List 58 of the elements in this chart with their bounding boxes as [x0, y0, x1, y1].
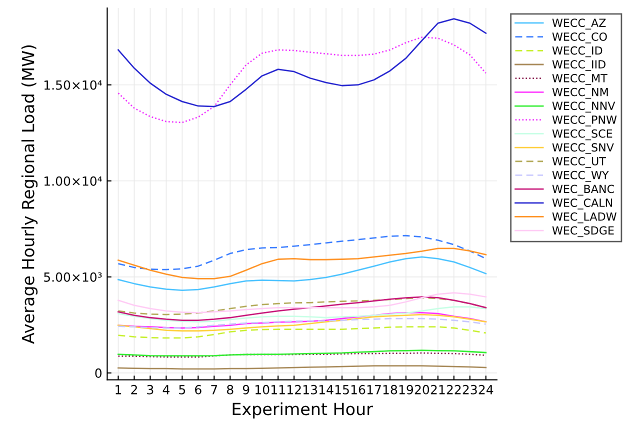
- x-tick-label: 11: [272, 385, 285, 394]
- x-tick-label: 13: [303, 384, 318, 394]
- x-tick-label: 22: [446, 384, 461, 394]
- line-series: [118, 292, 487, 314]
- x-tick-label: 6: [195, 384, 202, 394]
- x-tick-label: 4: [162, 385, 170, 394]
- line-series: [118, 18, 487, 108]
- line-series: [118, 248, 487, 280]
- line-series: [118, 296, 487, 322]
- x-tick-label: 8: [227, 384, 234, 394]
- x-axis-title: Experiment Hour: [232, 402, 373, 418]
- legend-label: WEC_CALN: [552, 198, 612, 210]
- x-tick-label: 15: [335, 385, 349, 394]
- x-tick-label: 18: [383, 384, 398, 394]
- x-tick-label: 24: [478, 384, 494, 394]
- legend-label: WEC_LADW: [552, 212, 616, 224]
- x-tick-label: 7: [211, 385, 218, 394]
- legend-label: WEC_SDGE: [552, 226, 614, 238]
- x-tick-label: 1: [116, 385, 122, 394]
- legend-label: WECC_NM: [552, 88, 608, 99]
- y-tick-label: 1.00×10⁴: [44, 176, 102, 186]
- line-series: [118, 326, 487, 339]
- legend-label: WECC_PNW: [552, 116, 617, 126]
- y-tick-label: 1.50×10⁴: [44, 80, 102, 90]
- legend-label: WECC_NNV: [552, 102, 616, 113]
- x-tick-label: 16: [351, 384, 366, 394]
- x-tick-label: 3: [147, 384, 154, 394]
- x-tick-label: 12: [287, 384, 301, 394]
- line-series: [118, 234, 487, 270]
- x-tick-label: 21: [430, 384, 445, 394]
- legend-label: WECC_SCE: [552, 129, 612, 140]
- line-series: [118, 314, 487, 332]
- legend-label: WECC_IID: [552, 60, 606, 72]
- x-tick-label: 17: [367, 385, 381, 394]
- line-series: [118, 36, 487, 124]
- legend-label: WECC_CO: [552, 32, 607, 44]
- line-series: [118, 318, 487, 329]
- line-series: [118, 312, 487, 329]
- x-tick-label: 9: [242, 384, 250, 394]
- y-axis-title: Average Hourly Regional Load (MW): [21, 45, 38, 344]
- y-tick-label: 0: [95, 368, 102, 378]
- legend-label: WECC_UT: [552, 157, 606, 168]
- x-tick-label: 14: [319, 385, 334, 394]
- legend-label: WECC_SNV: [552, 143, 614, 154]
- line-series: [118, 256, 487, 292]
- x-tick-label: 2: [131, 384, 137, 394]
- x-tick-label: 20: [414, 384, 430, 394]
- line-series: [118, 306, 487, 323]
- x-tick-label: 23: [462, 384, 477, 394]
- legend-label: WECC_WY: [552, 170, 609, 182]
- x-tick-label: 5: [179, 385, 186, 394]
- legend-label: WECC_ID: [552, 46, 602, 58]
- legend-label: WEC_BANC: [552, 184, 614, 196]
- legend-label: WECC_MT: [552, 74, 608, 85]
- y-tick-label: 5.00×10³: [44, 272, 102, 282]
- x-tick-label: 10: [256, 384, 270, 394]
- legend-label: WECC_AZ: [552, 18, 606, 30]
- x-tick-label: 19: [399, 384, 414, 394]
